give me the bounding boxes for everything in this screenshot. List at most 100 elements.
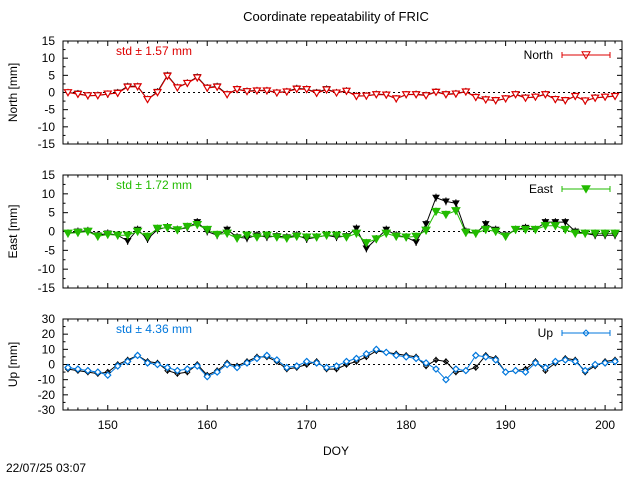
up-point [123,357,132,366]
up-point [531,359,540,367]
up-colored-series-line [67,348,616,381]
up-point [243,359,251,367]
north-point [511,91,521,99]
east-point [441,210,451,220]
east-y-tick-label: -15 [38,281,56,295]
up-black-point [184,368,191,376]
north-point [560,96,570,105]
up-black-point [343,361,350,368]
north-point [202,84,212,93]
east-point [152,224,163,234]
up-point [362,350,371,358]
north-point [431,88,441,97]
east-point [341,233,352,242]
north-point [481,96,491,105]
up-black-point [303,361,310,368]
up-point [511,366,520,375]
east-point [82,227,93,237]
up-point [491,356,500,364]
up-y-tick-label: 20 [42,327,56,341]
north-point [312,89,322,98]
east-y-tick-label: -5 [44,243,55,257]
north-point [501,95,511,104]
up-point [263,351,271,360]
east-point [162,224,173,233]
north-y-tick-label: -10 [38,120,56,134]
east-black-point [432,194,440,202]
up-point [392,351,401,360]
up-point [601,359,609,367]
timestamp: 22/07/25 03:07 [6,461,87,475]
east-point [242,231,252,240]
up-y-tick-label: 10 [42,342,56,356]
up-black-point [432,356,440,364]
east-point [351,229,362,238]
north-point [282,88,292,97]
up-point [521,368,530,376]
east-point [431,207,441,217]
east-point [560,225,571,235]
north-point [242,88,252,96]
up-y-tick-label: -30 [38,403,56,417]
up-point [103,371,112,379]
east-legend-marker [581,185,591,194]
east-point [311,233,322,242]
east-point [411,232,421,241]
up-point [213,368,222,376]
north-point [371,91,381,99]
up-point [471,351,480,360]
north-point [361,92,371,101]
up-black-point [174,370,181,377]
east-point [530,225,541,235]
east-point [451,207,461,216]
x-tick-label: 150 [98,418,118,432]
east-point [470,229,481,238]
up-y-tick-label: 0 [48,358,55,372]
up-point [461,366,470,375]
east-point [202,225,213,235]
east-point [222,229,232,238]
north-point [351,92,361,101]
north-point [451,90,461,99]
up-y-tick-label: -10 [38,373,56,387]
up-point [302,357,311,366]
east-point [510,225,521,235]
east-point [132,227,143,237]
up-point [452,365,460,373]
north-point [341,87,352,96]
north-point [550,95,560,104]
north-point [401,91,411,99]
up-point [332,362,341,370]
up-point [233,363,241,372]
up-black-point [363,353,370,361]
east-y-tick-label: 10 [42,187,56,201]
north-point [272,89,282,98]
up-point [173,366,182,375]
panels-group: -15 -10 -5 0 5 10 15 North [mm] std ± 1.57 mm Nor… [6,34,623,432]
east-point [192,221,203,230]
north-legend-marker [581,51,591,60]
up-point [153,360,162,369]
east-legend-label: East [529,182,554,196]
east-black-point [481,221,490,228]
east-point [490,227,501,237]
north-point [73,90,83,99]
up-point [372,345,381,354]
north-y-tick-label: -15 [38,137,56,151]
north-point [123,83,133,92]
north-point [292,85,302,94]
north-std-label: std ± 1.57 mm [116,44,192,58]
x-tick-label: 170 [297,418,317,432]
north-point [162,72,172,81]
east-point [63,229,73,238]
north-point [421,92,431,100]
east-point [550,222,561,231]
east-point [212,230,223,240]
north-point [302,86,312,94]
east-y-tick-label: 15 [42,168,56,182]
north-point [381,91,391,100]
up-point [203,372,212,381]
north-point [232,86,242,94]
east-point [182,222,193,232]
east-point [371,235,382,244]
